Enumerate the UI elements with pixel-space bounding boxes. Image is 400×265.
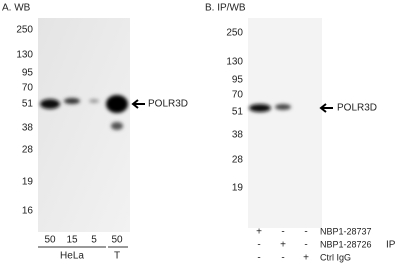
ip-sign: - bbox=[257, 240, 260, 251]
marker-label: 95 bbox=[232, 75, 244, 86]
marker-label: 16 bbox=[22, 206, 34, 217]
marker-label: 130 bbox=[226, 57, 243, 68]
marker-label: 130 bbox=[16, 50, 33, 61]
ip-sign: - bbox=[281, 227, 284, 238]
ip-sign: + bbox=[256, 227, 262, 238]
panel-title: B. IP/WB bbox=[205, 3, 246, 14]
band-label: POLR3D bbox=[337, 103, 377, 114]
ip-sign: - bbox=[281, 253, 284, 264]
marker-label: 38 bbox=[232, 130, 244, 141]
ip-label: NBP1-28737 bbox=[320, 226, 372, 236]
lane-label: 15 bbox=[66, 235, 78, 246]
lane-label: 50 bbox=[44, 235, 56, 246]
marker-label: 19 bbox=[232, 183, 244, 194]
marker-label: 70 bbox=[22, 83, 34, 94]
ip-sign: + bbox=[280, 240, 286, 251]
ip-sign: - bbox=[304, 240, 307, 251]
marker-label: 51 bbox=[22, 99, 34, 110]
cell-line: HeLa bbox=[60, 251, 84, 262]
lane-label: 50 bbox=[111, 235, 123, 246]
marker-label: 51 bbox=[232, 107, 244, 118]
bands bbox=[40, 95, 291, 130]
marker-label: 250 bbox=[226, 28, 243, 39]
arrow-a bbox=[131, 99, 145, 109]
ip-sign: + bbox=[303, 253, 309, 264]
ip-sign: - bbox=[304, 227, 307, 238]
band-label: POLR3D bbox=[148, 99, 188, 110]
marker-label: 250 bbox=[16, 25, 33, 36]
marker-label: 70 bbox=[232, 90, 244, 101]
ip-label: NBP1-28726 bbox=[320, 239, 372, 249]
marker-label: 38 bbox=[22, 123, 34, 134]
cell-line: T bbox=[114, 251, 120, 262]
marker-label: 95 bbox=[22, 68, 34, 79]
marker-label: 28 bbox=[232, 155, 244, 166]
ip-sign: - bbox=[257, 253, 260, 264]
panel-title: A. WB bbox=[2, 3, 31, 14]
marker-label: 19 bbox=[22, 177, 34, 188]
marker-label: 28 bbox=[22, 145, 34, 156]
ip-label: Ctrl IgG bbox=[320, 252, 351, 262]
arrow-b bbox=[319, 103, 333, 113]
lane-label: 5 bbox=[91, 235, 97, 246]
blot-b bbox=[248, 18, 322, 228]
group-label: IP bbox=[386, 240, 396, 251]
